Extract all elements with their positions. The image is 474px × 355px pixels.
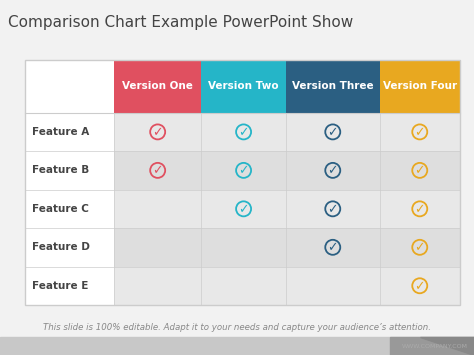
Text: ✓: ✓ xyxy=(414,164,425,178)
Text: WWW.COMPANY.COM: WWW.COMPANY.COM xyxy=(402,344,468,349)
Text: Feature C: Feature C xyxy=(32,204,89,214)
Text: ✓: ✓ xyxy=(153,126,163,139)
Bar xyxy=(286,267,380,305)
Bar xyxy=(114,228,201,267)
Text: ✓: ✓ xyxy=(238,126,249,139)
Text: Comparison Chart Example PowerPoint Show: Comparison Chart Example PowerPoint Show xyxy=(8,15,353,30)
Bar xyxy=(201,267,286,305)
Polygon shape xyxy=(390,337,474,355)
Bar xyxy=(380,151,460,190)
Bar xyxy=(380,113,460,151)
Bar xyxy=(114,113,201,151)
Text: ✓: ✓ xyxy=(414,280,425,293)
Text: Feature A: Feature A xyxy=(32,127,89,137)
Text: Feature B: Feature B xyxy=(32,165,89,175)
Bar xyxy=(25,151,114,190)
Text: ✓: ✓ xyxy=(328,164,338,178)
Bar xyxy=(25,190,114,228)
Text: ✓: ✓ xyxy=(328,241,338,254)
Bar xyxy=(380,60,460,113)
Bar xyxy=(380,190,460,228)
Text: ✓: ✓ xyxy=(328,126,338,139)
Bar xyxy=(114,267,201,305)
Bar xyxy=(286,60,380,113)
Text: ✓: ✓ xyxy=(414,126,425,139)
Text: Feature E: Feature E xyxy=(32,281,88,291)
Polygon shape xyxy=(420,337,474,355)
Bar xyxy=(0,337,474,355)
Text: Version Four: Version Four xyxy=(383,81,457,91)
Bar xyxy=(25,60,460,305)
Text: This slide is 100% editable. Adapt it to your needs and capture your audience’s : This slide is 100% editable. Adapt it to… xyxy=(43,322,431,332)
Bar xyxy=(380,228,460,267)
Text: Version Two: Version Two xyxy=(208,81,279,91)
Bar xyxy=(380,267,460,305)
Bar xyxy=(286,228,380,267)
Bar xyxy=(25,267,114,305)
Bar xyxy=(114,151,201,190)
Bar xyxy=(25,60,114,113)
Bar xyxy=(25,228,114,267)
Bar xyxy=(286,113,380,151)
Bar xyxy=(201,60,286,113)
Text: Version One: Version One xyxy=(122,81,193,91)
Bar xyxy=(114,60,201,113)
Text: ✓: ✓ xyxy=(414,241,425,254)
Text: ✓: ✓ xyxy=(238,164,249,178)
Text: Version Three: Version Three xyxy=(292,81,374,91)
Text: Feature D: Feature D xyxy=(32,242,90,252)
Bar xyxy=(114,190,201,228)
Text: ✓: ✓ xyxy=(414,203,425,216)
Text: ✓: ✓ xyxy=(238,203,249,216)
Bar xyxy=(201,151,286,190)
Bar xyxy=(286,190,380,228)
Bar xyxy=(286,151,380,190)
Bar xyxy=(201,228,286,267)
Text: ✓: ✓ xyxy=(328,203,338,216)
Bar xyxy=(201,190,286,228)
Bar xyxy=(201,113,286,151)
Text: ✓: ✓ xyxy=(153,164,163,178)
Bar xyxy=(25,113,114,151)
